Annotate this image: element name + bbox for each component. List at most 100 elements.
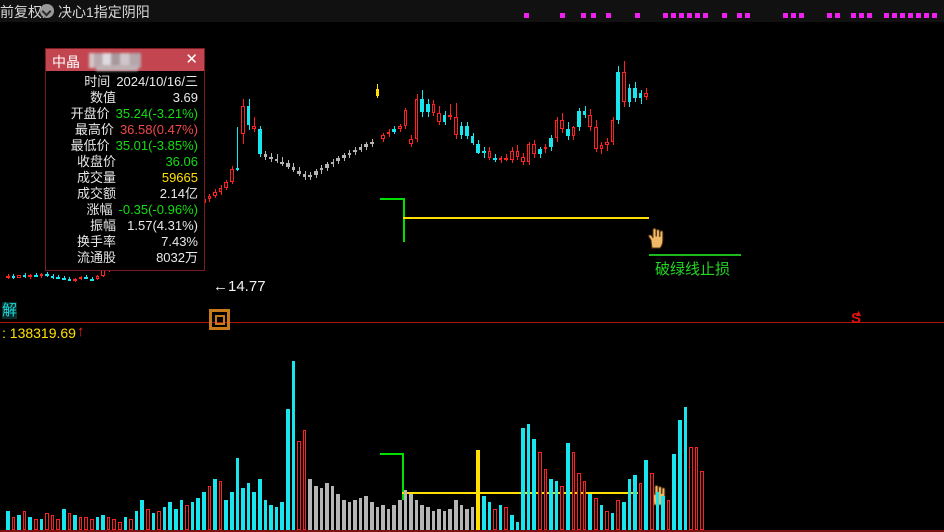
volume-bar[interactable] [594,498,598,530]
volume-bar[interactable] [174,508,178,530]
volume-bar[interactable] [381,504,385,530]
volume-bar[interactable] [90,519,94,530]
volume-bar[interactable] [202,491,206,530]
volume-bar[interactable] [420,504,424,530]
volume-bar[interactable] [17,515,21,530]
volume-bar[interactable] [347,502,352,530]
volume-bar[interactable] [291,360,296,530]
tab-indicator-name[interactable]: 决心1指定阴阳 [58,4,150,20]
volume-bar[interactable] [442,510,447,530]
volume-bar[interactable] [504,506,508,530]
volume-bar[interactable] [269,504,273,530]
volume-bar[interactable] [118,521,122,530]
volume-bar[interactable] [252,491,256,530]
volume-bar[interactable] [409,494,413,530]
volume-bar[interactable] [470,506,475,530]
volume-bar[interactable] [34,519,38,530]
volume-bar[interactable] [56,519,60,530]
volume-bar[interactable] [566,443,570,530]
volume-bar[interactable] [510,515,514,530]
volume-bar[interactable] [560,485,564,530]
volume-bar[interactable] [599,504,604,530]
volume-bar[interactable] [392,504,396,530]
volume-bar[interactable] [414,500,419,530]
volume-bar[interactable] [235,458,240,530]
volume-bar[interactable] [571,451,576,530]
volume-bar[interactable] [336,494,340,530]
volume-bar[interactable] [661,496,665,530]
volume-bar[interactable] [213,479,217,530]
volume-bar[interactable] [386,508,391,530]
volume-bar[interactable] [482,496,486,530]
volume-bar[interactable] [655,491,660,530]
close-icon[interactable]: ✕ [185,51,198,68]
volume-bar[interactable] [627,479,632,530]
quote-info-panel[interactable]: 中晶 ✕ 时间 2024/10/16/三 数值 3.69 开盘价 35.24(-3.21%… [45,48,205,271]
volume-bar[interactable] [22,510,27,530]
volume-bar[interactable] [700,470,704,530]
volume-bar[interactable] [364,496,368,530]
volume-bar[interactable] [185,504,189,530]
volume-bar[interactable] [297,441,301,530]
volume-bar[interactable] [526,424,531,530]
volume-bar[interactable] [95,517,100,530]
volume-bar[interactable] [123,517,128,530]
volume-bar[interactable] [106,517,111,530]
volume-bar[interactable] [448,508,452,530]
volume-bar[interactable] [218,481,223,530]
volume-bar[interactable] [67,513,72,530]
volume-bar[interactable] [112,519,116,530]
volume-bar[interactable] [370,502,374,530]
volume-bar[interactable] [101,515,105,530]
volume-bar[interactable] [616,500,620,530]
volume-bar[interactable] [375,506,380,530]
volume-bar[interactable] [179,500,184,530]
volume-bar[interactable] [588,494,592,530]
volume-bar[interactable] [683,407,688,530]
volume-bar[interactable] [672,453,676,530]
volume-bar[interactable] [666,500,671,530]
volume-bar[interactable] [577,472,581,530]
volume-bar[interactable] [129,519,133,530]
volume-bar[interactable] [582,481,587,530]
volume-bar[interactable] [543,468,548,530]
volume-bar[interactable] [190,502,195,530]
volume-bar[interactable] [84,517,88,530]
volume-bar[interactable] [246,483,251,530]
volume-chart-panel[interactable] [0,340,944,532]
volume-bar[interactable] [28,517,32,530]
volume-bar[interactable] [521,428,525,530]
volume-bar[interactable] [515,521,520,530]
volume-bar[interactable] [140,500,144,530]
volume-bar[interactable] [437,508,441,530]
volume-bar[interactable] [538,451,542,530]
volume-bar[interactable] [73,515,77,530]
volume-bar[interactable] [398,500,402,530]
volume-bar[interactable] [50,515,55,530]
volume-bar[interactable] [319,487,324,530]
volume-bar[interactable] [258,479,262,530]
volume-bar[interactable] [325,483,329,530]
volume-bar[interactable] [689,447,693,530]
volume-bar[interactable] [11,517,16,530]
volume-bar[interactable] [168,502,172,530]
volume-bar[interactable] [644,460,648,530]
volume-bar[interactable] [45,513,49,530]
volume-bar[interactable] [207,485,212,530]
volume-bar[interactable] [605,510,609,530]
volume-bar[interactable] [554,481,559,530]
volume-bar[interactable] [532,438,536,530]
volume-bar[interactable] [224,500,228,530]
volume-bar[interactable] [230,491,234,530]
chevron-down-circle-icon[interactable] [40,4,54,18]
volume-bar[interactable] [459,504,464,530]
volume-bar[interactable] [426,506,430,530]
volume-bar[interactable] [678,419,682,530]
volume-bar[interactable] [241,487,245,530]
volume-bar[interactable] [263,500,268,530]
volume-bar[interactable] [465,508,469,530]
volume-bar[interactable] [358,498,363,530]
volume-bar[interactable] [280,502,284,530]
volume-bar[interactable] [314,485,318,530]
volume-bar[interactable] [476,449,480,530]
